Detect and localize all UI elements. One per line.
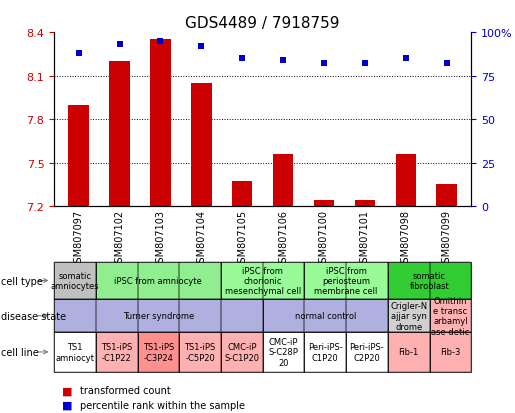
- Bar: [150, 40, 170, 206]
- Point: [442, 61, 451, 68]
- Text: Fib-3: Fib-3: [440, 348, 460, 356]
- Bar: [273, 154, 294, 206]
- Bar: [68, 105, 89, 206]
- Point: [279, 57, 287, 64]
- Bar: [355, 201, 375, 206]
- Bar: [314, 201, 334, 206]
- Text: Peri-iPS-
C1P20: Peri-iPS- C1P20: [308, 342, 342, 362]
- Point: [238, 56, 246, 62]
- Bar: [396, 154, 416, 206]
- Text: ■: ■: [62, 400, 72, 410]
- Point: [402, 56, 410, 62]
- Title: GDS4489 / 7918759: GDS4489 / 7918759: [185, 16, 340, 31]
- Text: CMC-iP
S-C1P20: CMC-iP S-C1P20: [225, 342, 259, 362]
- Bar: [109, 62, 130, 206]
- Text: percentile rank within the sample: percentile rank within the sample: [80, 400, 245, 410]
- Point: [361, 61, 369, 68]
- Text: disease state: disease state: [1, 311, 66, 321]
- Text: iPSC from amniocyte: iPSC from amniocyte: [114, 276, 202, 285]
- Text: Turner syndrome: Turner syndrome: [123, 311, 194, 320]
- Point: [320, 61, 328, 68]
- Text: somatic
amniocytes: somatic amniocytes: [50, 271, 99, 290]
- Text: TS1
amniocyt: TS1 amniocyt: [56, 342, 94, 362]
- Text: TS1-iPS
-C3P24: TS1-iPS -C3P24: [143, 342, 174, 362]
- Point: [115, 42, 124, 48]
- Text: normal control: normal control: [295, 311, 356, 320]
- Text: somatic
fibroblast: somatic fibroblast: [409, 271, 450, 290]
- Text: CMC-iP
S-C28P
20: CMC-iP S-C28P 20: [268, 337, 299, 367]
- Text: Fib-1: Fib-1: [399, 348, 419, 356]
- Bar: [437, 185, 457, 206]
- Bar: [191, 83, 212, 206]
- Text: ■: ■: [62, 385, 72, 395]
- Text: TS1-iPS
-C5P20: TS1-iPS -C5P20: [184, 342, 216, 362]
- Text: cell type: cell type: [1, 276, 43, 286]
- Point: [197, 44, 205, 50]
- Text: Peri-iPS-
C2P20: Peri-iPS- C2P20: [350, 342, 384, 362]
- Text: iPSC from
periosteum
membrane cell: iPSC from periosteum membrane cell: [314, 266, 378, 296]
- Text: Omithin
e transc
arbamyl
ase detic: Omithin e transc arbamyl ase detic: [431, 296, 470, 336]
- Text: cell line: cell line: [1, 347, 39, 357]
- Text: Crigler-N
ajjar syn
drome: Crigler-N ajjar syn drome: [390, 301, 427, 331]
- Text: TS1-iPS
-C1P22: TS1-iPS -C1P22: [101, 342, 132, 362]
- Text: iPSC from
chorionic
mesenchymal cell: iPSC from chorionic mesenchymal cell: [225, 266, 301, 296]
- Text: transformed count: transformed count: [80, 385, 170, 395]
- Bar: [232, 182, 252, 206]
- Point: [156, 38, 164, 45]
- Point: [75, 50, 83, 57]
